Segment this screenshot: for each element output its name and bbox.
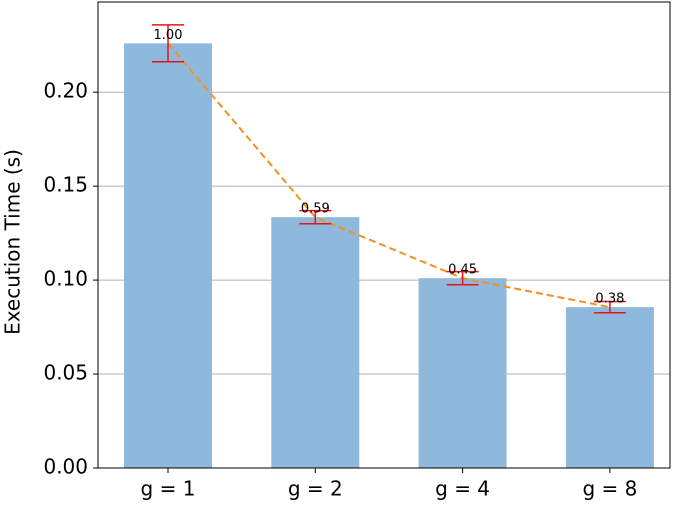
plot-frame xyxy=(97,1,671,469)
trend-line xyxy=(167,42,611,309)
bar-annotation: 0.59 xyxy=(301,202,330,217)
x-tick-label: g = 8 xyxy=(582,477,637,501)
bar-annotation: 0.45 xyxy=(448,263,477,278)
y-tick-label: 0.15 xyxy=(43,173,88,197)
x-tick-label: g = 4 xyxy=(435,477,490,501)
bar-annotation: 0.38 xyxy=(595,292,624,307)
bar xyxy=(124,43,212,468)
y-axis-label: Execution Time (s) xyxy=(1,149,25,335)
x-tick-label: g = 1 xyxy=(141,477,196,501)
y-tick-label: 0.00 xyxy=(43,455,88,479)
x-tick-label: g = 2 xyxy=(288,477,343,501)
bar-annotation: 1.00 xyxy=(154,28,183,43)
bar xyxy=(418,278,507,468)
y-tick-label: 0.10 xyxy=(43,267,88,291)
error-bar xyxy=(593,300,626,314)
bar xyxy=(271,217,360,468)
error-bar xyxy=(446,270,479,286)
y-tick-label: 0.05 xyxy=(43,361,88,385)
error-bar xyxy=(299,209,332,225)
bar xyxy=(565,307,654,468)
error-bar xyxy=(152,24,184,63)
y-tick-label: 0.20 xyxy=(43,79,88,103)
